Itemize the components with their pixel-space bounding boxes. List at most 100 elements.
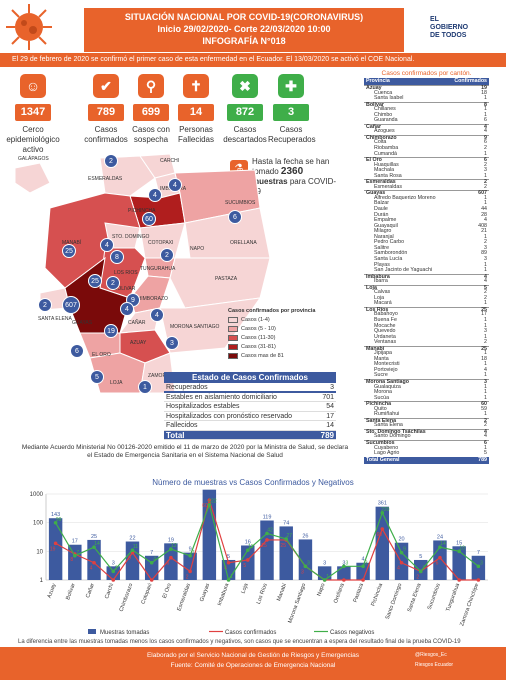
series-point <box>169 555 173 560</box>
bar-label: 361 <box>378 501 387 507</box>
x-tick-label: Guayas <box>199 582 211 602</box>
row-name: Santa Lucía <box>374 255 403 262</box>
case-bubble: 4 <box>168 178 182 192</box>
row-value: 25 <box>481 306 487 313</box>
y-tick-label: 1000 <box>30 492 44 498</box>
canton-row: Santa Elena 2 <box>364 423 489 429</box>
canton-row: Alfredo Baquerizo Moreno 1 <box>364 195 489 202</box>
case-bubble: 3 <box>165 336 179 350</box>
canton-row: Macará 1 <box>364 301 489 307</box>
row-name: Pichincha <box>366 401 392 408</box>
canton-row: Cuyabeno 1 <box>364 445 489 452</box>
bar-muestras <box>356 562 370 580</box>
bar-label: 22 <box>129 536 135 542</box>
row-value: 25 <box>481 345 487 352</box>
bar-label: 4 <box>362 557 365 563</box>
point-label: 7 <box>192 550 195 556</box>
series-point <box>207 502 212 507</box>
row-value: 28 <box>481 211 487 218</box>
province-label: EL ORO <box>92 352 111 358</box>
legend-item: Casos (31-81) <box>228 344 338 350</box>
facebook-link[interactable]: Riesgos Ecuador <box>415 662 454 668</box>
case-bubble: 1 <box>138 380 152 394</box>
point-label: 1 <box>326 574 329 580</box>
stat-value: 3 <box>273 104 309 121</box>
case-bubble: 4 <box>100 238 114 252</box>
canton-row: Machala 3 <box>364 168 489 174</box>
row-name: Calvas <box>374 289 391 296</box>
chart-legend-label: Casos negativos <box>330 630 374 636</box>
province-row: Pichincha 60 <box>364 401 489 407</box>
point-label: 27 <box>286 533 292 539</box>
stat-label: Personas Fallecidas <box>177 125 214 144</box>
bar-label: 9 <box>189 547 192 553</box>
case-bubble: 6 <box>70 344 84 358</box>
x-tick-label: Esmeraldas <box>176 582 192 612</box>
twitter-link[interactable]: @Riesgos_Ec <box>415 652 447 658</box>
province-row: Sto. Domingo Tsáchilas 4 <box>364 428 489 435</box>
point-label: 4 <box>90 566 93 572</box>
map-galapagos <box>14 162 51 194</box>
bar-label: 3 <box>112 560 115 566</box>
row-value: 2 <box>484 179 487 186</box>
row-value: 6 <box>484 440 487 446</box>
y-tick-label: 10 <box>36 549 43 555</box>
canton-row: Quito 59 <box>364 406 489 413</box>
series-point <box>380 511 385 515</box>
bar-label: 3 <box>342 560 345 566</box>
series-point <box>476 564 481 569</box>
legend-item: Casos (1-4) <box>228 317 338 323</box>
series-point <box>207 498 212 503</box>
canton-row: Huaquillas 2 <box>364 162 489 169</box>
bar-label: 5 <box>227 554 230 560</box>
row-name: Imbabura <box>366 273 390 280</box>
row-name: Jipijapa <box>374 350 392 357</box>
row-name: Mocache <box>374 322 396 329</box>
series-point <box>380 527 385 531</box>
canton-row: Ibarra 4 <box>364 279 489 285</box>
row-value: 4 <box>484 366 487 373</box>
province-row: Azuay 19 <box>364 85 489 91</box>
point-label: 6 <box>167 561 170 567</box>
province-row: Loja 5 <box>364 284 489 291</box>
case-bubble: 4 <box>148 188 162 202</box>
point-label: 11 <box>248 544 253 550</box>
bar-label: 7 <box>150 550 153 556</box>
bar-muestras <box>260 520 274 580</box>
point-label: 19 <box>50 546 56 552</box>
bar-label: 7 <box>477 550 480 556</box>
series-point <box>438 555 442 560</box>
point-label: 10 <box>459 545 465 551</box>
row-value: 6 <box>484 139 487 146</box>
series-point <box>149 560 154 565</box>
check-icon: ✔ <box>93 74 119 98</box>
legend-swatch <box>228 353 238 359</box>
case-status-row: Fallecidos 14 <box>164 421 336 431</box>
series-point <box>92 545 96 549</box>
row-name: Samborondón <box>374 250 408 257</box>
province-label: AZUAY <box>130 340 147 346</box>
stat-label: Casos confirmados <box>84 125 128 144</box>
row-name: Playas <box>374 261 390 268</box>
province-label: CARCHI <box>160 158 180 164</box>
x-tick-label: Manabí <box>276 582 288 602</box>
row-value: 2 <box>484 183 487 190</box>
case-status-row: Hospitalizados con pronóstico reservado 1… <box>164 412 336 421</box>
stat-card: ✝ 14 Personas Fallecidas <box>173 74 219 145</box>
x-tick-label: Cotopaxi <box>141 583 154 605</box>
legend-label: Casos mas de 81 <box>241 353 284 359</box>
row-name: Ventanas <box>374 339 397 346</box>
x-tick-label: Pichincha <box>370 582 384 607</box>
canton-table-total: Total General 789 <box>364 456 489 464</box>
canton-row: Pedro Carbo 2 <box>364 240 489 246</box>
case-status-value: 3 <box>330 384 334 391</box>
x-tick-label: Los Ríos <box>256 582 269 605</box>
row-value: 9 <box>484 134 487 141</box>
row-name: Cuenca <box>374 89 393 96</box>
province-label: MANABÍ <box>62 240 82 246</box>
canton-row: San Jacinto de Yaguachi 1 <box>364 267 489 274</box>
x-tick-label: Bolívar <box>65 582 77 600</box>
row-name: El Oro <box>366 157 382 164</box>
series-point <box>438 545 442 549</box>
point-label: 8 <box>70 557 73 563</box>
